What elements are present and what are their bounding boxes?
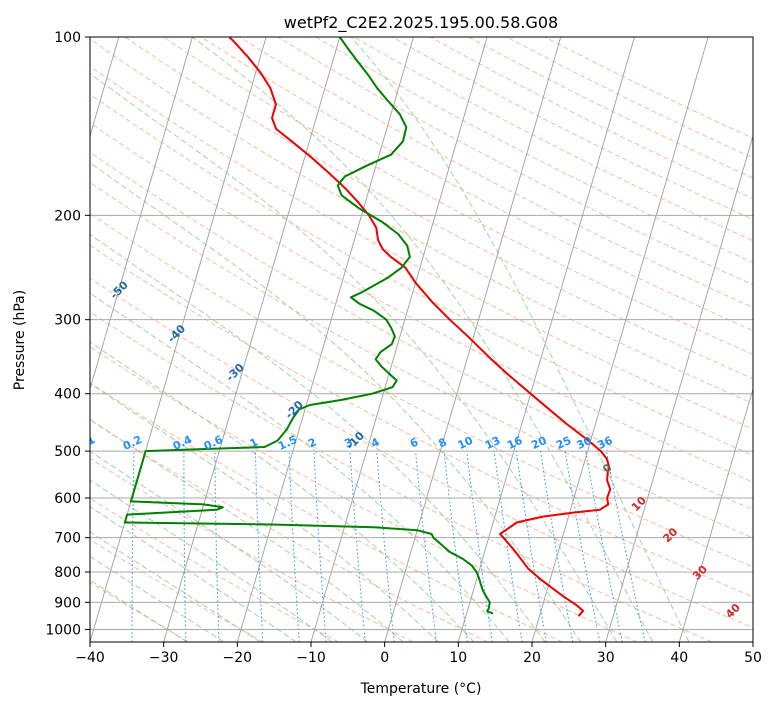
plot-area: 0.10.20.40.611.52346810131620253036-100-…	[74, 37, 753, 642]
dry-adiabat	[90, 244, 753, 598]
isotherm-line	[163, 37, 341, 642]
y-tick-label: 100	[54, 30, 81, 46]
mixing-ratio-label: 36	[595, 434, 615, 452]
y-tick-label: 600	[54, 491, 81, 507]
mixing-ratio-lines	[131, 451, 646, 642]
dry-adiabat	[90, 497, 339, 642]
moist-adiabat	[90, 341, 475, 642]
mixing-ratio-line	[493, 451, 523, 642]
mixing-ratio-label: 20	[529, 434, 549, 452]
mixing-ratio-label: 25	[554, 434, 573, 452]
moist-adiabat	[90, 73, 618, 642]
moist-adiabat	[90, 292, 510, 642]
y-axis-label: Pressure (hPa)	[12, 290, 28, 390]
isotherm-line	[90, 37, 267, 642]
dry-adiabat	[277, 37, 753, 286]
mixing-ratio-line	[606, 451, 646, 642]
moist-adiabat	[90, 531, 261, 642]
skewed-isotherms	[90, 37, 753, 642]
mixing-ratio-line	[585, 451, 623, 642]
x-tick-label: −40	[75, 650, 105, 666]
isotherm-line	[605, 134, 753, 642]
dry-adiabat	[90, 581, 190, 642]
chart-title: wetPf2_C2E2.2025.195.00.58.G08	[284, 13, 558, 33]
isotherm-line	[678, 387, 753, 642]
y-axis-ticks: 100 200 300 400 500 600 700 800 900 1000	[45, 30, 90, 638]
mixing-ratio-line	[415, 451, 437, 642]
dry-adiabat	[90, 277, 753, 629]
x-tick-label: 0	[380, 650, 389, 666]
mixing-ratio-label: 10	[456, 434, 476, 452]
x-axis-label: Temperature (°C)	[360, 681, 482, 697]
x-tick-label: 50	[744, 650, 762, 666]
mixing-ratio-line	[349, 451, 366, 642]
dry-adiabat	[90, 382, 563, 642]
x-tick-label: 20	[523, 650, 541, 666]
pressure-gridlines	[90, 37, 753, 630]
x-tick-label: 30	[597, 650, 615, 666]
x-axis-ticks: −40 −30 −20 −10 0 10 20 30 40 50	[75, 642, 762, 666]
dry-adiabat	[90, 457, 414, 642]
mixing-ratio-label: 16	[505, 434, 525, 452]
moist-adiabat	[90, 233, 546, 642]
dry-adiabat	[239, 37, 753, 308]
moist-adiabat	[90, 479, 333, 642]
x-tick-label: −10	[296, 650, 326, 666]
profile-lines	[123, 37, 612, 617]
isotherm-line	[310, 37, 488, 642]
isotherm-line	[90, 37, 193, 391]
moist-adiabat	[90, 382, 439, 642]
isotherm-line	[384, 37, 562, 642]
mixing-ratio-label: 0.1	[74, 433, 97, 453]
x-tick-label: −30	[149, 650, 179, 666]
y-tick-label: 700	[54, 531, 81, 547]
moist-adiabat	[191, 37, 654, 642]
y-tick-label: 300	[54, 313, 81, 329]
x-tick-label: 10	[449, 650, 467, 666]
dewpoint-line	[123, 37, 494, 615]
dry-adiabat	[90, 122, 753, 483]
isotherm-line	[457, 37, 635, 642]
plot-frame	[89, 36, 754, 643]
dry-adiabat	[90, 38, 753, 405]
y-tick-label: 200	[54, 208, 81, 224]
mixing-ratio-line	[376, 451, 395, 642]
y-tick-label: 900	[54, 595, 81, 611]
mixing-ratio-label: 30	[575, 434, 595, 452]
dry-adiabats	[90, 37, 753, 642]
y-tick-label: 1000	[45, 622, 81, 638]
dry-adiabat	[90, 65, 753, 430]
moist-adiabat	[90, 418, 404, 642]
dry-adiabat	[90, 419, 488, 642]
moist-adiabat	[90, 450, 368, 642]
x-tick-label: −20	[223, 650, 253, 666]
isotherm-line	[236, 37, 414, 642]
moist-adiabat	[90, 506, 297, 642]
moist-adiabat	[350, 37, 690, 642]
dry-adiabat	[90, 181, 753, 539]
temperature-line	[228, 37, 612, 617]
mixing-ratio-line	[466, 451, 493, 642]
x-tick-label: 40	[670, 650, 688, 666]
y-tick-label: 400	[54, 387, 81, 403]
dry-adiabat	[90, 93, 753, 456]
y-tick-label: 500	[54, 444, 81, 460]
isotherm-line	[531, 37, 709, 642]
mixing-ratio-line	[443, 451, 468, 642]
mixing-ratio-line	[564, 451, 601, 642]
y-tick-label: 800	[54, 565, 81, 581]
mixing-ratio-label: 13	[483, 434, 502, 452]
dry-adiabat	[90, 346, 638, 642]
